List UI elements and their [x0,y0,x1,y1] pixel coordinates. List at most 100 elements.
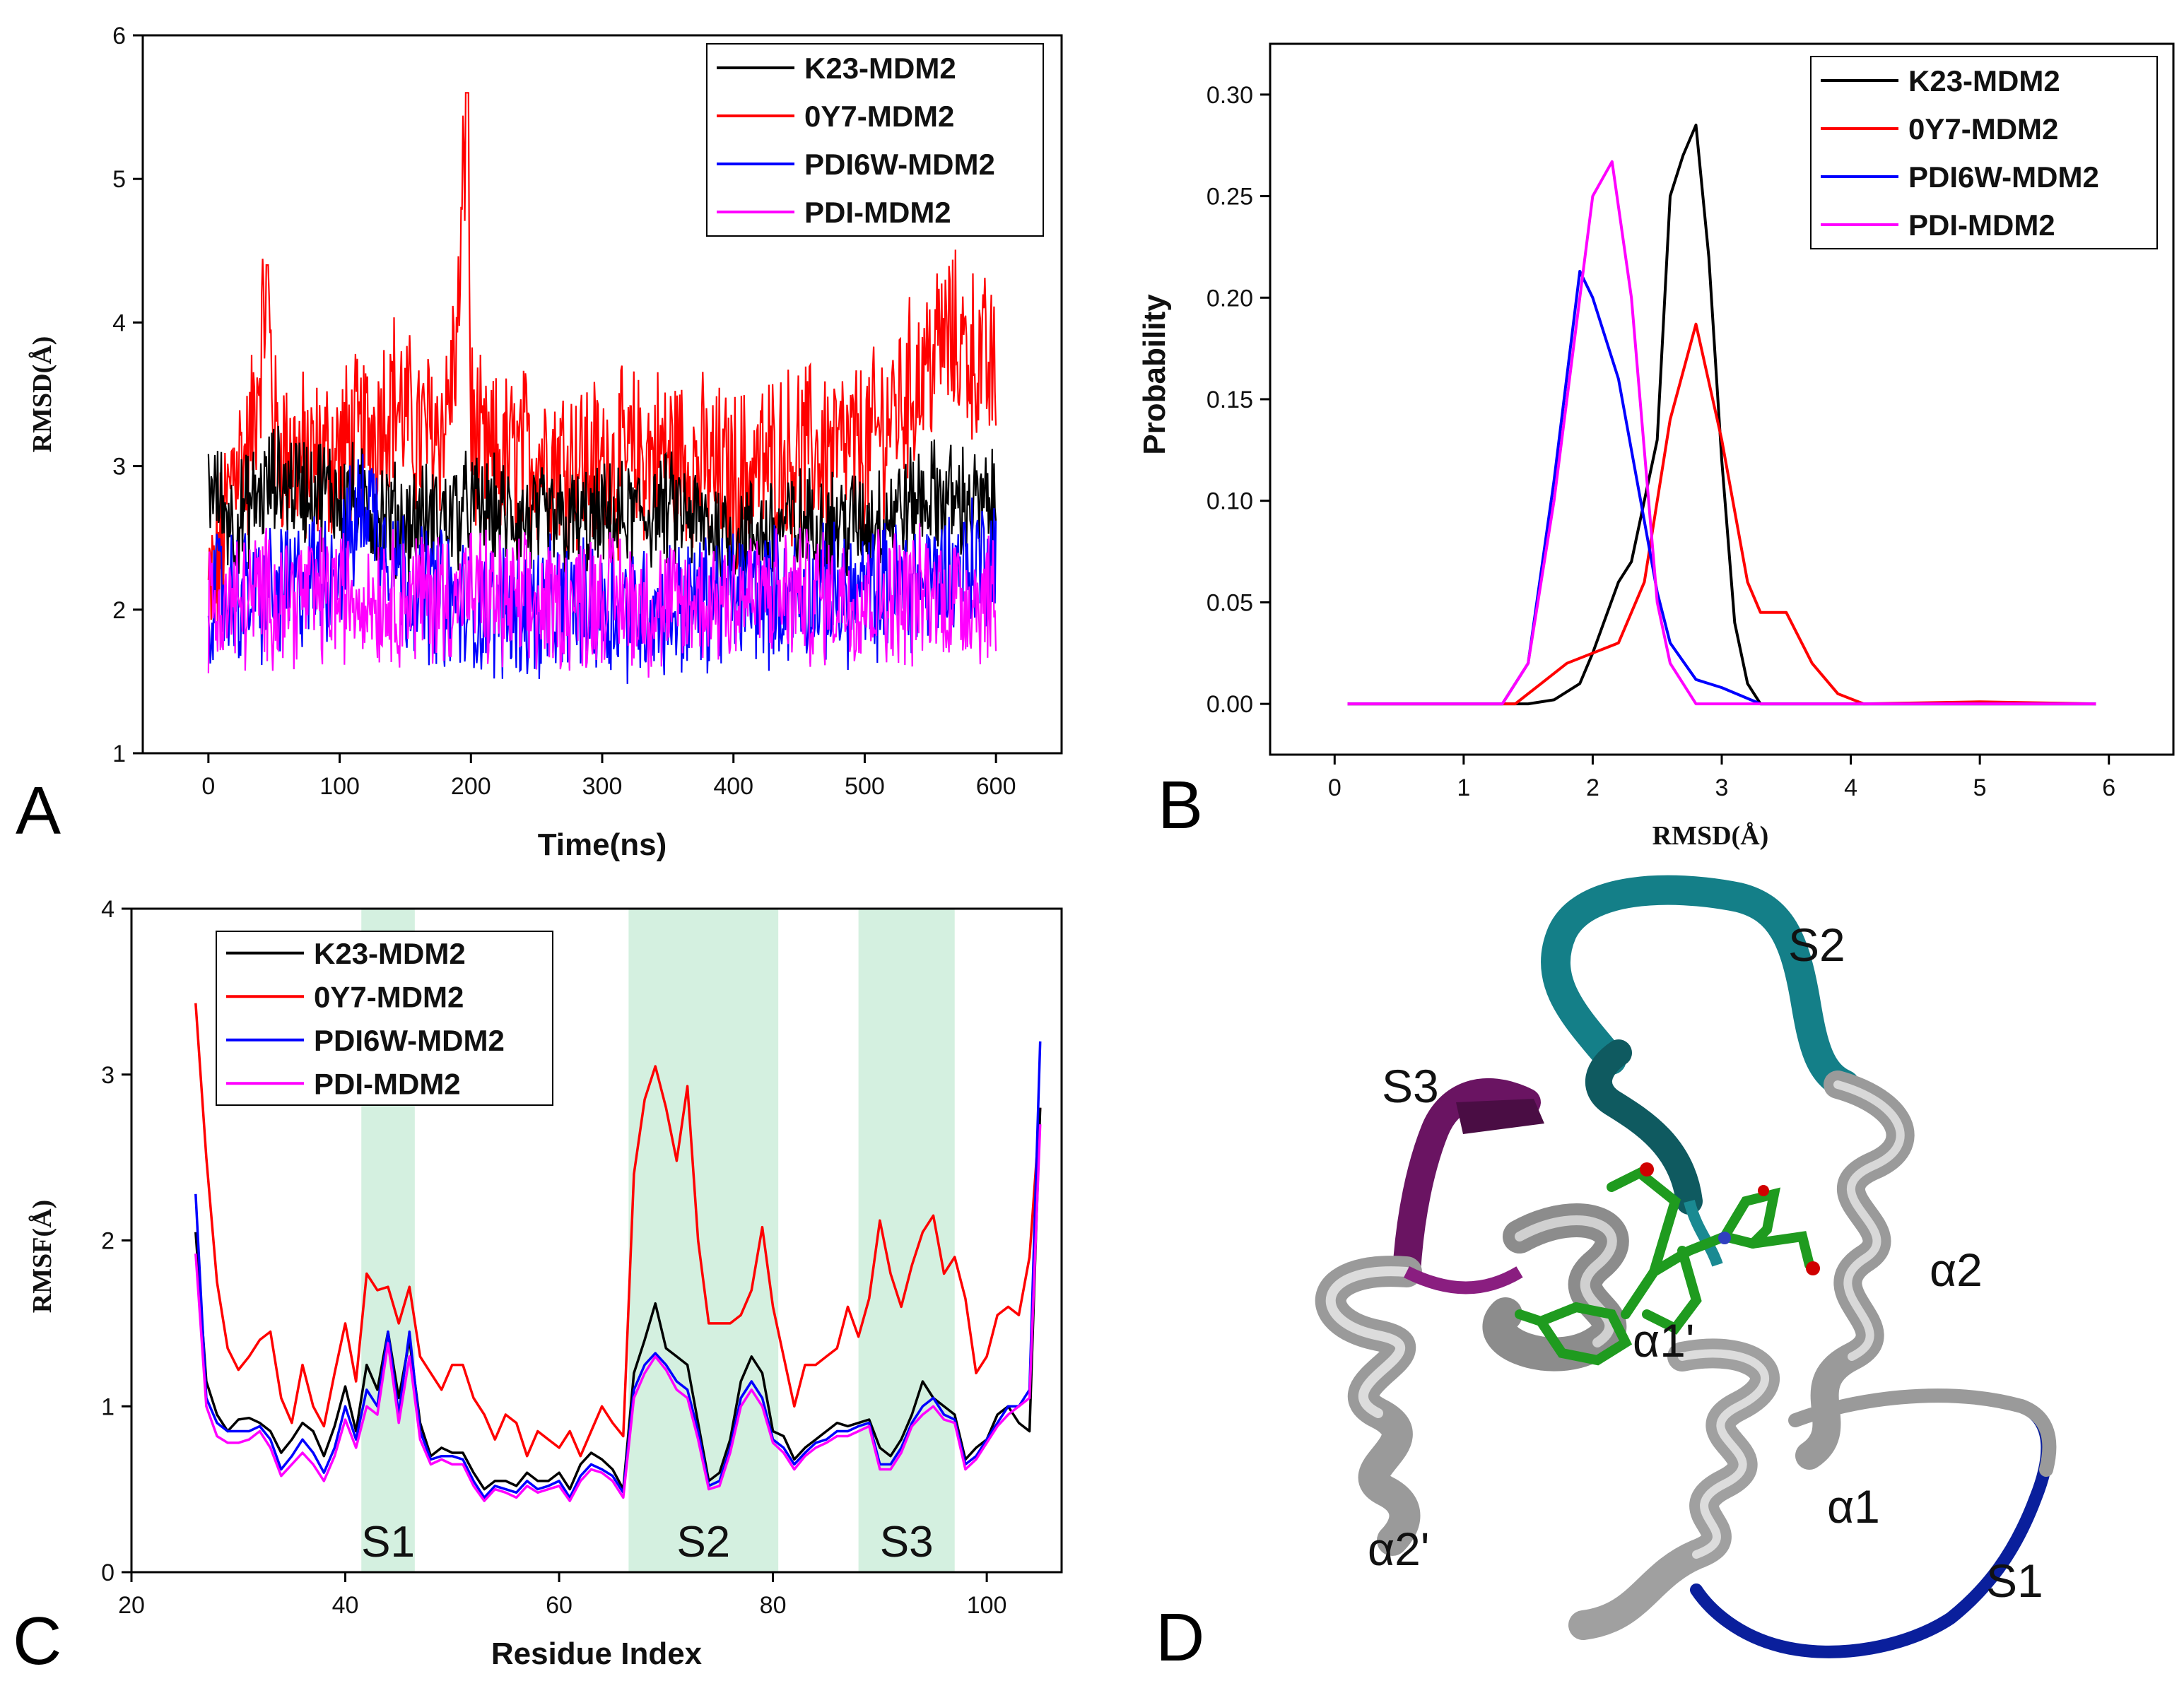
y-tick-label: 2 [112,597,126,624]
panel-a-series [207,92,997,684]
panel-c-x-label: Residue Index [491,1636,703,1671]
y-tick-label: 3 [101,1062,115,1089]
panel-label-b: B [1158,767,1203,843]
panel-b-series [1347,124,2096,706]
legend-box [216,931,553,1106]
series-line-k23-mdm2 [1347,124,2096,706]
alpha1-helix [1568,1338,1780,1640]
legend-entry: PDI6W-MDM2 [804,148,995,181]
ligand-oxygen-1 [1806,1261,1820,1275]
legend-box [1810,56,2158,249]
panel-a: 0 100 200 300 400 500 600 1 2 3 4 5 6 Time(ns) RMSD… [16,23,1063,862]
y-tick-label: 2 [101,1228,115,1255]
panel-a-x-label: Time(ns) [538,827,667,862]
x-tick-label: 400 [713,773,753,800]
panel-b-plot-area [1347,124,2096,706]
ligand-oxygen-2 [1640,1162,1654,1176]
s2-loop-ribbon [1540,875,1860,1099]
series-line-pdi6w-mdm2 [194,1041,1042,1499]
s2-loop-tail [1684,1199,1723,1267]
y-tick-label: 0.30 [1207,82,1253,109]
label-alpha2: α2 [1930,1244,1983,1296]
y-tick-label: 1 [112,741,126,767]
x-tick-label: 0 [201,773,215,800]
label-alpha1p: α1' [1633,1314,1694,1367]
x-tick-label: 6 [2102,774,2115,801]
x-tick-label: 5 [1973,774,1987,801]
panel-c-series [194,1003,1042,1502]
alpha1p-helix [1482,1203,1629,1372]
legend-entry: PDI-MDM2 [314,1067,461,1100]
legend-entry: 0Y7-MDM2 [1908,112,2058,146]
panel-b-y-ticks: 0.00 0.05 0.10 0.15 0.20 0.25 0.30 [1207,82,1270,718]
region-label-s3: S3 [880,1518,934,1567]
panel-b: 0 1 2 3 4 5 6 0.00 0.05 0.10 0.15 0.20 0.25 0.30 RMS… [1137,42,2175,851]
series-line-0y7-mdm2 [1347,322,2096,706]
panel-c-plot-area [194,1003,1042,1502]
y-tick-label: 0.25 [1207,184,1253,211]
s2-loop-dark [1585,1039,1703,1215]
shaded-region-s3 [858,909,955,1572]
panel-label-c: C [13,1603,61,1679]
alpha2p-helix-highlight [1325,1266,1411,1418]
y-tick-label: 1 [101,1393,115,1420]
s3-strand-tip [1456,1099,1544,1134]
region-label-s2: S2 [676,1518,730,1567]
legend-entry: PDI-MDM2 [804,196,951,229]
ligand-oxygen-3 [1758,1185,1769,1196]
region-label-s1: S1 [361,1518,415,1567]
panel-c-y-ticks: 0 1 2 3 4 [101,896,131,1586]
panel-a-y-ticks: 1 2 3 4 5 6 [112,23,143,767]
ligand-nitrogen [1718,1232,1731,1244]
panel-c-y-label: RMSF(Å) [28,1200,57,1313]
panel-a-x-ticks: 0 100 200 300 400 500 600 [201,753,1016,800]
x-tick-label: 60 [546,1592,573,1619]
label-s1: S1 [1986,1555,2043,1607]
x-tick-label: 600 [976,773,1016,800]
x-tick-label: 40 [332,1592,359,1619]
y-tick-label: 4 [112,309,126,336]
x-tick-label: 3 [1715,774,1729,801]
legend-entry: PDI-MDM2 [1908,208,2055,242]
y-tick-label: 4 [101,896,115,923]
y-tick-label: 0.20 [1207,285,1253,312]
alpha1p-helix-highlight [1515,1215,1617,1347]
label-s3: S3 [1382,1060,1439,1112]
y-tick-label: 6 [112,23,126,49]
x-tick-label: 4 [1844,774,1857,801]
series-line-pdi6w-mdm2 [1347,269,2096,706]
panel-b-legend: K23-MDM2 0Y7-MDM2 PDI6W-MDM2 PDI-MDM2 [1810,56,2158,249]
legend-entry: K23-MDM2 [804,52,956,85]
series-line-pdi-mdm2 [207,523,997,678]
x-tick-label: 100 [319,773,360,800]
x-tick-label: 20 [118,1592,145,1619]
y-tick-label: 0.10 [1207,488,1253,515]
y-tick-label: 0.15 [1207,387,1253,413]
x-tick-label: 2 [1586,774,1599,801]
ligand-sticks [1515,1167,1814,1366]
legend-entry: PDI6W-MDM2 [1908,160,2099,194]
series-line-0y7-mdm2 [207,92,997,628]
series-line-pdi-mdm2 [194,1124,1042,1502]
s3-strand [1392,1078,1541,1286]
alpha1-helix-highlight [1678,1349,1769,1559]
panel-d-structure: S2 S3 α2 α1' α1 α2' S1 D [1156,875,2057,1675]
x-tick-label: 100 [967,1592,1007,1619]
connector-loop [1403,1266,1523,1294]
panel-b-x-ticks: 0 1 2 3 4 5 6 [1328,755,2115,801]
series-line-0y7-mdm2 [194,1003,1042,1458]
x-tick-label: 200 [451,773,491,800]
series-line-k23-mdm2 [194,1107,1042,1491]
legend-entry: PDI6W-MDM2 [314,1024,505,1057]
x-tick-label: 1 [1457,774,1470,801]
legend-box [706,43,1044,237]
y-tick-label: 0.00 [1207,691,1253,718]
x-tick-label: 80 [760,1592,787,1619]
panel-b-y-label: Probability [1137,294,1172,455]
series-line-k23-mdm2 [207,425,997,593]
y-tick-label: 0 [101,1559,115,1586]
s1-loop-gray [1788,1388,2057,1477]
panel-b-x-label: RMSD(Å) [1652,821,1769,851]
panel-a-plot-area [207,92,997,684]
